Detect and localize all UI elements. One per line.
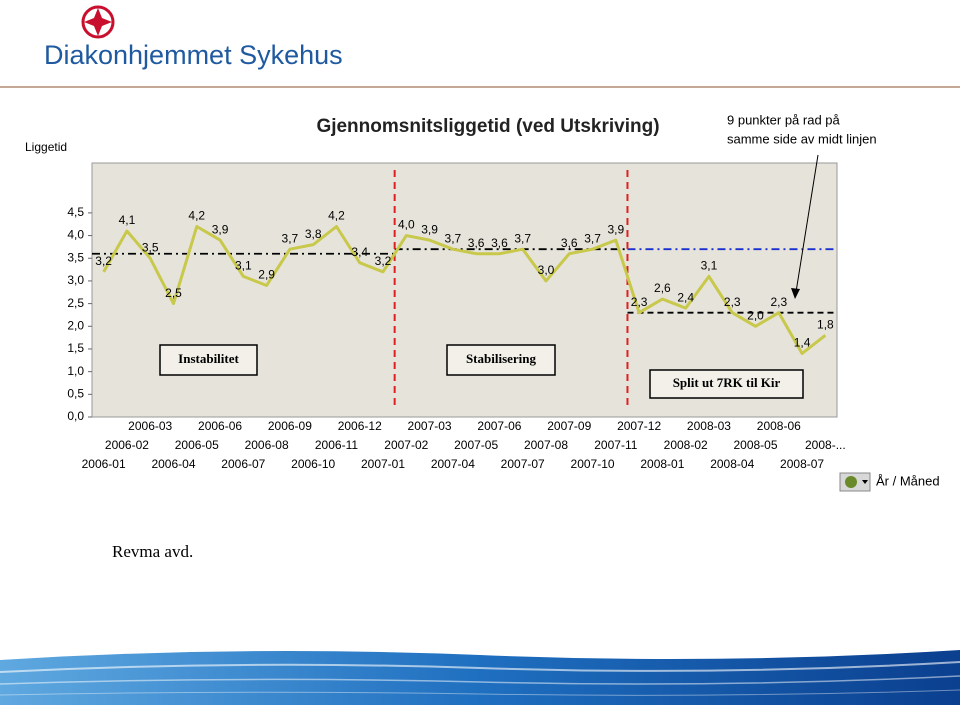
y-tick-label: 4,5 <box>67 205 84 219</box>
x-tick-label: 2006-02 <box>105 438 149 452</box>
data-label: 3,9 <box>212 222 229 236</box>
y-tick-label: 1,0 <box>67 364 84 378</box>
data-label: 4,0 <box>398 218 415 232</box>
y-tick-label: 0,5 <box>67 386 84 400</box>
data-label: 3,7 <box>514 231 531 245</box>
data-label: 3,7 <box>584 231 601 245</box>
data-label: 2,0 <box>747 308 764 322</box>
data-label: 3,7 <box>282 231 299 245</box>
x-tick-label: 2008-01 <box>640 457 684 471</box>
data-label: 3,0 <box>538 263 555 277</box>
data-label: 3,5 <box>142 240 159 254</box>
data-label: 4,1 <box>119 213 136 227</box>
control-label[interactable]: År / Måned <box>876 473 940 488</box>
x-tick-label: 2007-10 <box>571 457 615 471</box>
phase-label: Split ut 7RK til Kir <box>673 375 781 390</box>
caption: Revma avd. <box>112 542 193 561</box>
chart-title: Gjennomsnitsliggetid (ved Utskriving) <box>316 116 659 137</box>
data-label: 1,8 <box>817 318 834 332</box>
phase-box <box>159 344 258 376</box>
data-label: 1,4 <box>794 336 811 350</box>
x-tick-label: 2006-01 <box>82 457 126 471</box>
data-line <box>102 225 827 355</box>
x-tick-label: 2008-05 <box>733 438 777 452</box>
x-tick-label: 2006-09 <box>268 419 312 433</box>
data-label: 3,1 <box>701 259 718 273</box>
x-tick-label: 2007-03 <box>408 419 452 433</box>
x-tick-label: 2007-08 <box>524 438 568 452</box>
x-tick-label: 2006-12 <box>338 419 382 433</box>
x-tick-label: 2006-08 <box>245 438 289 452</box>
data-label: 2,6 <box>654 281 671 295</box>
x-tick-label: 2008-02 <box>664 438 708 452</box>
data-label: 3,6 <box>468 236 485 250</box>
data-label: 3,1 <box>235 259 252 273</box>
x-tick-label: 2007-09 <box>547 419 591 433</box>
data-label: 3,7 <box>445 231 462 245</box>
x-tick-label: 2007-06 <box>477 419 521 433</box>
phase-box <box>446 344 556 376</box>
y-tick-label: 2,0 <box>67 318 84 332</box>
x-tick-label: 2006-05 <box>175 438 219 452</box>
x-tick-label: 2007-02 <box>384 438 428 452</box>
x-tick-label: 2007-07 <box>501 457 545 471</box>
y-tick-label: 0,0 <box>67 409 84 423</box>
annotation: 9 punkter på rad på <box>727 112 841 127</box>
data-label: 3,9 <box>421 222 438 236</box>
data-label: 2,3 <box>724 295 741 309</box>
x-tick-label: 2008-... <box>805 438 846 452</box>
x-tick-label: 2007-05 <box>454 438 498 452</box>
data-label: 3,2 <box>375 254 392 268</box>
annotation: samme side av midt linjen <box>727 131 877 146</box>
y-tick-label: 3,0 <box>67 273 84 287</box>
x-tick-label: 2008-04 <box>710 457 754 471</box>
data-label: 2,5 <box>165 286 182 300</box>
x-tick-label: 2008-03 <box>687 419 731 433</box>
data-label: 3,2 <box>95 254 112 268</box>
x-tick-label: 2007-11 <box>594 438 637 452</box>
annotation-arrow <box>795 154 819 293</box>
chart: 0,0 0,5 1,0 1,5 2,0 2,5 3,0 3,5 4,0 4,5 2006-01 200… <box>67 170 846 471</box>
x-tick-label: 2008-06 <box>757 419 801 433</box>
logo <box>81 5 115 39</box>
y-tick-label: 3,5 <box>67 250 84 264</box>
data-label: 2,4 <box>677 290 694 304</box>
x-tick-label: 2007-01 <box>361 457 405 471</box>
x-tick-label: 2006-11 <box>315 438 358 452</box>
x-tick-label: 2007-04 <box>431 457 475 471</box>
x-tick-label: 2006-06 <box>198 419 242 433</box>
data-label: 3,9 <box>607 222 624 236</box>
data-label: 2,3 <box>631 295 648 309</box>
x-tick-label: 2006-07 <box>221 457 265 471</box>
data-label: 2,3 <box>770 295 787 309</box>
y-tick-label: 2,5 <box>67 296 84 310</box>
x-tick-label: 2008-07 <box>780 457 824 471</box>
y-tick-label: 4,0 <box>67 228 84 242</box>
data-label: 3,8 <box>305 227 322 241</box>
phase-box <box>649 369 804 399</box>
y-tick-label: 1,5 <box>67 341 84 355</box>
x-tick-label: 2006-04 <box>151 457 195 471</box>
x-tick-label: 2006-03 <box>128 419 172 433</box>
footer-wave <box>0 650 960 705</box>
data-label: 2,9 <box>258 268 275 282</box>
data-label: 3,6 <box>561 236 578 250</box>
data-label: 3,6 <box>491 236 508 250</box>
phase-label: Stabilisering <box>466 351 537 366</box>
data-label: 4,2 <box>328 209 345 223</box>
x-tick-label: 2007-12 <box>617 419 661 433</box>
y-axis-label: Liggetid <box>25 140 67 154</box>
annotation-arrowhead <box>791 288 800 299</box>
organization: Diakonhjemmet Sykehus <box>44 40 343 70</box>
x-tick-label: 2006-10 <box>291 457 335 471</box>
data-label: 4,2 <box>188 209 205 223</box>
control[interactable]: År / Måned <box>839 472 940 492</box>
data-label: 3,4 <box>351 245 368 259</box>
phase-label: Instabilitet <box>178 351 239 366</box>
